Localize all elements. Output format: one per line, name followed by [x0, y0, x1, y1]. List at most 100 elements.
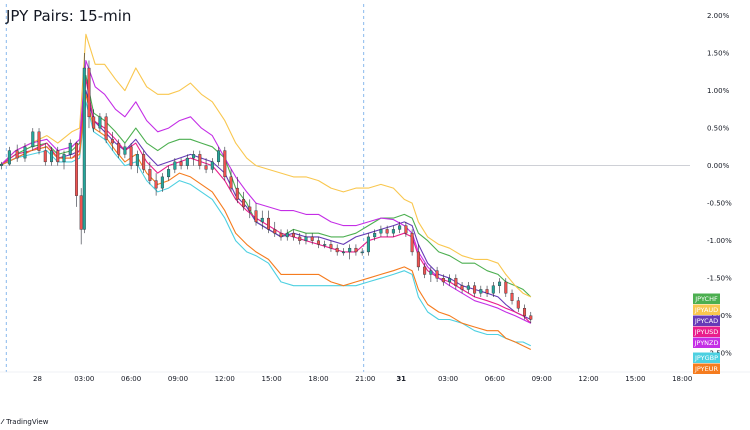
legend-entry-jpyaud: JPYAUD [693, 304, 720, 315]
candle-body [198, 154, 202, 166]
x-tick-label: 03:00 [438, 375, 458, 383]
candle-85 [529, 311, 533, 324]
candle-body [498, 281, 502, 286]
candle-body [229, 176, 233, 189]
candle-24 [148, 161, 152, 185]
candle-body [87, 67, 91, 118]
candle-8 [56, 146, 60, 166]
legend-entry-jpygbp: JPYGBP [693, 352, 720, 363]
candle-body [173, 161, 177, 170]
legend-swatch [693, 304, 720, 315]
candle-body [37, 131, 41, 151]
legend-swatch [693, 352, 720, 363]
y-tick-label: -0.50% [707, 200, 732, 208]
candle-22 [135, 150, 139, 174]
candle-body [223, 150, 227, 178]
candle-2 [15, 144, 19, 162]
candle-body [323, 244, 327, 246]
candle-77 [479, 285, 483, 297]
x-axis: 28 03:00 06:00 09:00 12:00 15:00 18:00 21:00 31 0… [0, 371, 750, 383]
candle-body [267, 217, 271, 230]
legend-swatch [693, 315, 720, 326]
tradingview-logo-icon: ⁄ [2, 418, 4, 426]
x-tick-label: 12:00 [578, 375, 598, 383]
y-tick-label: 1.00% [707, 87, 730, 95]
legend-entry-jpyusd: JPYUSD [693, 326, 720, 337]
x-tick-label: 28 [33, 375, 42, 383]
candle-20 [123, 143, 127, 159]
candle-45 [279, 229, 283, 241]
candle-69 [429, 266, 433, 282]
candle-48 [298, 233, 302, 245]
candle-61 [379, 225, 383, 237]
x-tick-label: 31 [396, 375, 406, 383]
candle-40 [248, 199, 252, 219]
candle-26 [160, 173, 164, 192]
candle-59 [366, 233, 370, 256]
candle-body [398, 225, 402, 230]
legend-swatch [693, 337, 720, 348]
candle-body [335, 247, 339, 253]
x-tick-label: 15:00 [262, 375, 282, 383]
candle-body [235, 187, 239, 200]
candle-body [485, 289, 489, 294]
y-tick-label: 0.00% [707, 162, 730, 170]
candle-body [391, 229, 395, 234]
x-tick-label: 21:00 [355, 375, 375, 383]
candle-70 [435, 266, 439, 282]
candle-63 [391, 225, 395, 237]
legend-swatch [693, 293, 720, 304]
candle-body [516, 300, 520, 309]
candle-19 [117, 139, 121, 159]
candle-83 [516, 296, 520, 312]
candle-67 [416, 244, 420, 271]
candle-body [242, 199, 246, 208]
candle-53 [329, 240, 333, 252]
candle-42 [260, 210, 264, 230]
candle-body [217, 150, 221, 163]
candle-body [23, 146, 27, 159]
y-tick-label: 0.50% [707, 125, 730, 133]
candle-44 [273, 221, 277, 237]
candle-13 [82, 53, 86, 234]
candle-27 [167, 165, 171, 181]
candle-body [491, 285, 495, 294]
candle-5 [37, 128, 41, 155]
candle-body [142, 154, 146, 170]
branding-text: TradingView [6, 418, 49, 426]
candle-body [510, 292, 514, 301]
candle-body [62, 154, 66, 163]
candle-body [110, 139, 114, 144]
candle-body [68, 142, 72, 155]
candle-body [310, 236, 314, 241]
candle-body [523, 308, 527, 316]
legend-entry-jpychf: JPYCHF [693, 293, 720, 304]
candle-3 [23, 143, 27, 162]
session-break-lines [5, 4, 365, 372]
candle-body [148, 169, 152, 181]
candle-body [441, 277, 445, 283]
candle-body [341, 251, 345, 254]
y-tick-label: 2.00% [707, 12, 730, 20]
candle-34 [210, 158, 214, 174]
candle-57 [354, 244, 358, 256]
x-tick-label: 12:00 [215, 375, 235, 383]
x-tick-label: 15:00 [625, 375, 645, 383]
legend-label: JPYCAD [694, 317, 718, 325]
candle-62 [385, 225, 389, 237]
candle-10 [68, 139, 72, 159]
candle-body [466, 285, 470, 290]
candle-body [379, 229, 383, 234]
candle-body [179, 161, 183, 166]
candle-33 [204, 158, 208, 174]
candle-body [504, 281, 508, 294]
candle-body [304, 236, 308, 241]
candle-body [354, 247, 358, 253]
candle-4 [31, 128, 35, 151]
candle-body [348, 247, 352, 253]
candle-66 [410, 229, 414, 256]
x-tick-label: 09:00 [168, 375, 188, 383]
candle-76 [473, 281, 477, 297]
x-tick-label: 06:00 [121, 375, 141, 383]
